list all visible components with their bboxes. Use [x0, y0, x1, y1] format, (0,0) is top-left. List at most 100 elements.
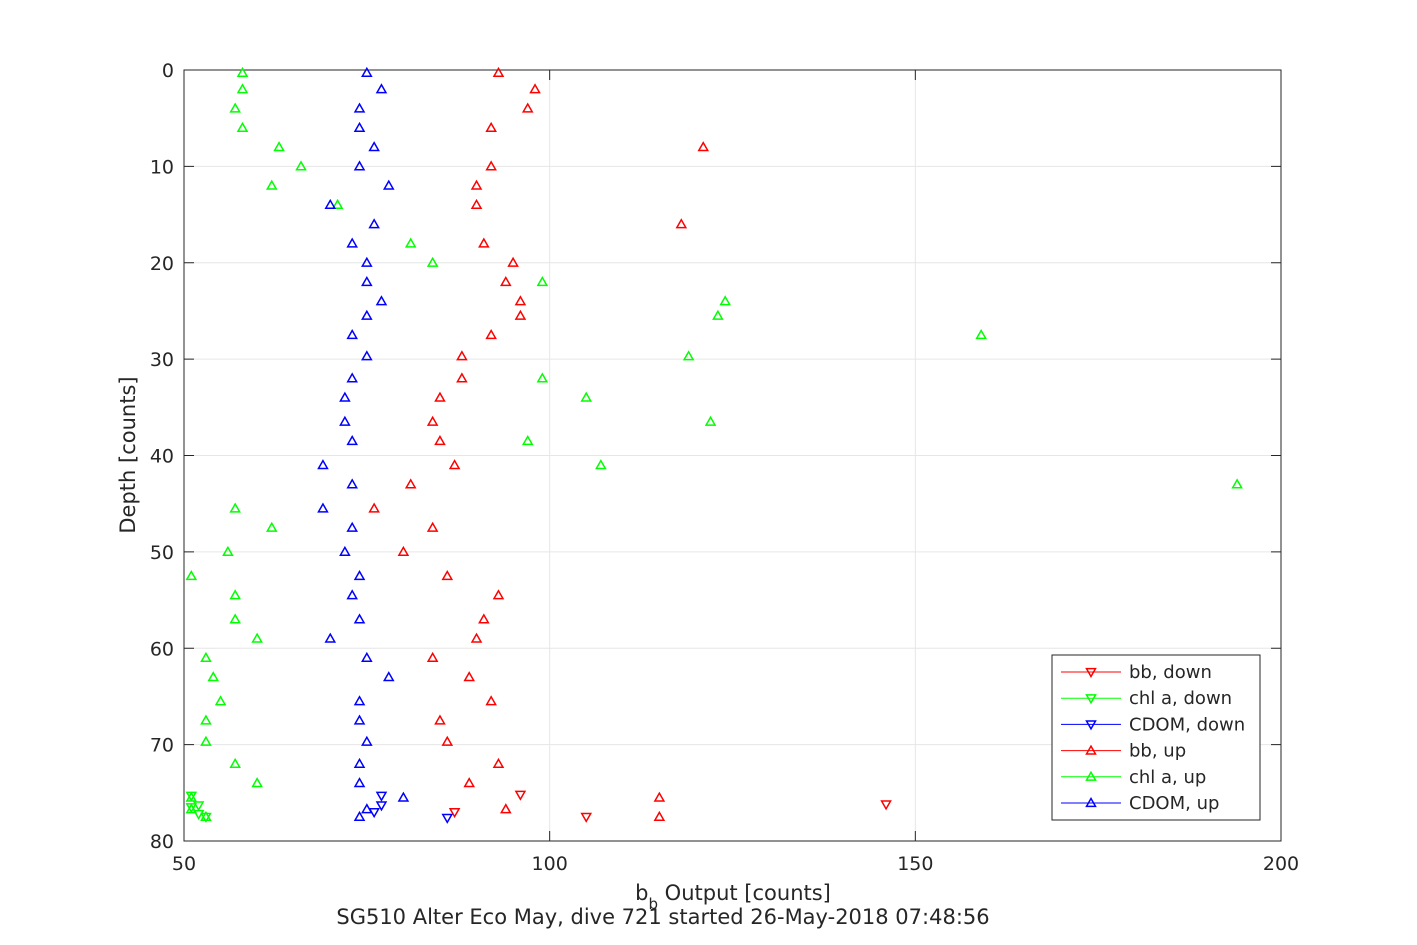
data-point: [485, 121, 497, 132]
data-point: [514, 295, 527, 306]
data-point: [463, 671, 476, 682]
data-point: [361, 309, 373, 320]
x-tick-label: 50: [172, 853, 196, 875]
data-point: [207, 671, 220, 682]
data-point: [375, 801, 388, 812]
data-point: [236, 83, 249, 94]
data-point: [200, 651, 212, 663]
data-point: [1231, 478, 1243, 489]
legend-label: CDOM, up: [1129, 793, 1219, 814]
data-point: [361, 256, 373, 267]
data-point: [712, 309, 724, 320]
data-point: [339, 391, 351, 402]
data-point: [492, 757, 505, 769]
data-point: [514, 790, 527, 801]
data-point: [200, 714, 212, 725]
data-point: [536, 276, 549, 287]
y-tick-label: 30: [150, 349, 174, 371]
data-point: [426, 521, 439, 532]
y-tick-labels: 0 10 20 30 40 50 60 70 80: [150, 60, 174, 853]
legend-marker: [1085, 667, 1097, 679]
data-point: [975, 329, 987, 340]
data-point: [426, 651, 439, 663]
data-point: [682, 350, 695, 361]
data-point: [214, 695, 227, 706]
data-point: [580, 812, 593, 823]
data-point: [485, 160, 497, 171]
data-point: [382, 671, 395, 682]
data-point: [229, 613, 241, 624]
data-point: [353, 569, 366, 581]
data-point: [514, 309, 527, 320]
y-tick-label: 50: [150, 542, 174, 564]
x-axis-label: bb Output [counts]: [635, 881, 831, 913]
data-point: [353, 102, 366, 113]
legend-item-cdom-down: CDOM, down: [1061, 714, 1245, 735]
data-point: [229, 502, 241, 513]
x-axis-label-main: b: [635, 881, 648, 905]
data-point: [470, 632, 483, 643]
data-point: [485, 329, 497, 340]
data-point: [434, 391, 446, 402]
data-point: [456, 350, 468, 361]
data-point: [697, 141, 710, 152]
data-point: [595, 459, 607, 470]
data-point: [404, 478, 417, 489]
legend-item-chl-a-up: chl a, up: [1061, 767, 1206, 788]
data-point: [200, 735, 212, 746]
y-axis-label: Depth [counts]: [116, 376, 140, 533]
data-point: [521, 435, 534, 446]
data-point: [339, 415, 351, 426]
data-point: [265, 179, 278, 190]
data-point: [317, 459, 329, 470]
data-point: [317, 502, 329, 513]
data-point: [492, 589, 505, 600]
data-point: [236, 66, 249, 78]
x-axis-label-rest: Output [counts]: [658, 881, 831, 905]
data-point: [361, 350, 373, 361]
y-tick-label: 60: [150, 638, 174, 660]
data-point: [499, 276, 512, 287]
x-tick-label: 100: [532, 853, 568, 875]
x-tick-label: 150: [897, 853, 933, 875]
legend: bb, down chl a, down CDOM, down bb, up chl a…: [1051, 654, 1261, 821]
data-point: [382, 179, 395, 190]
data-point: [580, 391, 593, 402]
data-point: [353, 695, 366, 706]
data-point: [251, 632, 263, 643]
data-point: [353, 757, 366, 769]
data-point: [478, 613, 490, 624]
data-point: [368, 141, 380, 152]
data-point: [426, 256, 439, 267]
data-point: [448, 807, 461, 819]
data-point: [485, 695, 497, 706]
data-point: [361, 735, 373, 746]
legend-label: bb, up: [1129, 741, 1186, 762]
data-point: [470, 198, 483, 210]
data-point: [346, 372, 358, 383]
y-tick-label: 0: [162, 60, 174, 82]
data-point: [470, 179, 483, 190]
data-point: [273, 141, 285, 152]
x-tick-label: 200: [1263, 853, 1299, 875]
data-point: [229, 589, 241, 600]
data-point: [236, 121, 249, 132]
data-point: [346, 237, 358, 248]
y-tick-label: 40: [150, 446, 174, 468]
legend-marker: [1085, 720, 1097, 731]
data-point: [295, 160, 307, 171]
legend-label: chl a, up: [1129, 767, 1206, 788]
data-point: [653, 810, 666, 822]
data-point: [507, 256, 519, 267]
data-point: [675, 218, 688, 229]
data-point: [200, 810, 212, 822]
data-point: [346, 435, 358, 446]
data-point: [185, 791, 198, 802]
data-point: [346, 521, 358, 532]
data-point: [353, 777, 366, 788]
data-point: [192, 801, 205, 812]
data-point: [536, 372, 549, 383]
series-bb-up: [368, 66, 710, 822]
y-tick-label: 70: [150, 735, 174, 757]
data-point: [229, 102, 241, 113]
